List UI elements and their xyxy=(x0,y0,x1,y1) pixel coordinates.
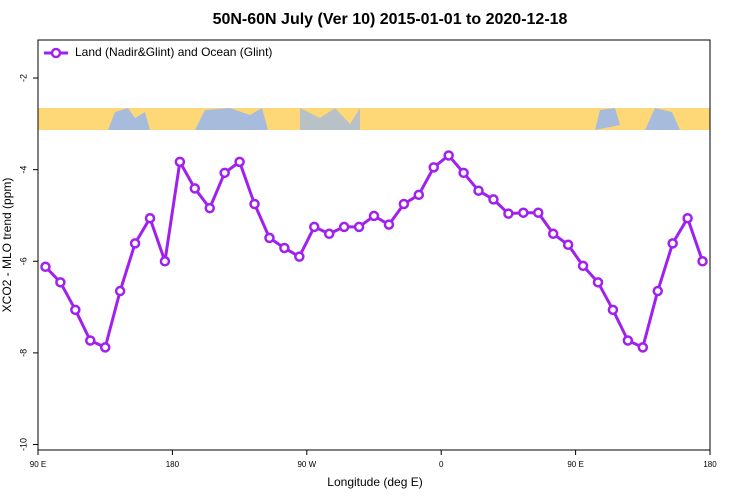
data-point xyxy=(607,304,619,316)
data-point xyxy=(368,210,380,222)
data-point xyxy=(697,256,708,267)
data-point xyxy=(518,207,529,218)
data-line xyxy=(44,153,704,349)
data-point xyxy=(323,228,335,240)
data-point xyxy=(533,207,544,218)
data-point xyxy=(279,242,290,254)
data-point xyxy=(114,285,126,297)
chart-title: 50N-60N July (Ver 10) 2015-01-01 to 2020… xyxy=(213,11,568,28)
data-point xyxy=(189,183,201,194)
data-point xyxy=(473,185,484,196)
data-point xyxy=(219,167,230,179)
map-strip xyxy=(38,108,710,130)
plot-frame xyxy=(37,39,711,451)
x-tick-label: 90 W xyxy=(297,460,316,469)
x-tick-label: 0 xyxy=(439,460,444,469)
data-point xyxy=(682,212,693,224)
data-point xyxy=(428,162,439,173)
data-point xyxy=(488,194,499,205)
data-point xyxy=(70,304,81,316)
x-axis-label: Longitude (deg E) xyxy=(327,475,422,489)
data-point xyxy=(159,256,171,267)
data-point xyxy=(577,260,589,272)
y-tick-label: -6 xyxy=(18,257,28,265)
y-tick-label: -8 xyxy=(18,349,28,357)
data-point xyxy=(204,202,215,214)
data-point xyxy=(99,342,111,353)
data-point xyxy=(264,232,275,244)
x-tick-label: 90 E xyxy=(567,460,583,469)
data-point xyxy=(503,208,514,219)
y-tick-label: -2 xyxy=(18,74,28,82)
y-tick-label: -10 xyxy=(18,438,28,451)
data-point xyxy=(249,198,260,210)
data-point xyxy=(667,238,678,249)
data-point xyxy=(129,238,141,249)
x-tick-label: 90 E xyxy=(30,460,46,469)
y-axis-label: XCO2 - MLO trend (ppm) xyxy=(0,178,14,313)
data-point xyxy=(398,198,410,210)
data-point xyxy=(309,221,320,233)
data-point xyxy=(562,239,574,251)
data-point xyxy=(592,277,604,288)
data-point xyxy=(383,219,395,230)
data-point xyxy=(652,285,663,297)
data-point xyxy=(443,150,454,161)
data-point xyxy=(85,335,96,346)
data-point xyxy=(294,251,305,262)
data-point xyxy=(353,221,365,233)
data-point xyxy=(144,212,156,224)
data-point xyxy=(637,342,649,353)
legend-marker xyxy=(50,47,62,59)
data-point xyxy=(55,277,66,288)
legend-label: Land (Nadir&Glint) and Ocean (Glint) xyxy=(75,45,272,59)
data-point xyxy=(413,189,425,201)
data-point xyxy=(458,167,469,179)
data-point xyxy=(622,335,634,346)
data-point xyxy=(174,156,186,168)
data-point xyxy=(234,156,245,168)
x-tick-label: 180 xyxy=(703,460,717,469)
x-tick-label: 180 xyxy=(166,460,180,469)
data-point xyxy=(338,221,350,233)
data-point xyxy=(40,261,51,273)
data-point xyxy=(547,228,559,240)
y-tick-label: -4 xyxy=(18,166,28,174)
